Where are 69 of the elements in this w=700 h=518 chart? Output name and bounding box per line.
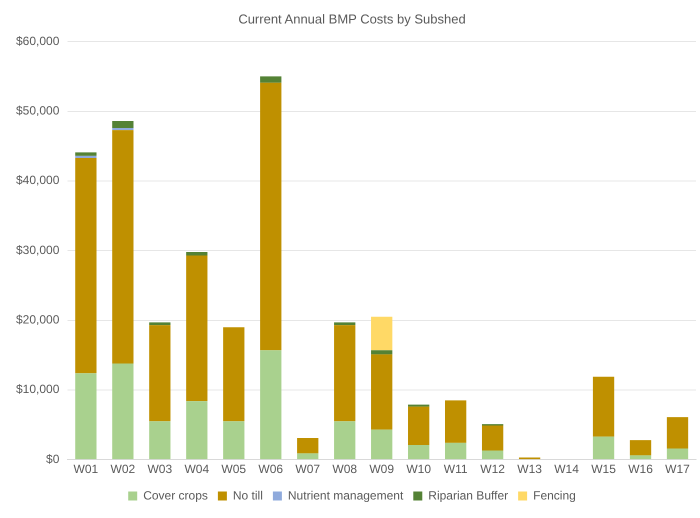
- bar: [334, 421, 356, 460]
- x-tick-label: W05: [221, 462, 246, 476]
- y-tick-label: $10,000: [16, 382, 60, 396]
- chart-title: Current Annual BMP Costs by Subshed: [238, 11, 466, 26]
- bar: [186, 255, 208, 402]
- x-tick-label: W07: [295, 462, 320, 476]
- bar: [371, 316, 392, 350]
- bar: [112, 121, 134, 128]
- bar: [630, 440, 652, 456]
- bar: [444, 400, 466, 443]
- y-tick-label: $60,000: [16, 34, 60, 48]
- x-tick-label: W17: [665, 462, 690, 476]
- bar: [297, 453, 318, 460]
- bar: [112, 363, 134, 460]
- y-tick-label: $50,000: [16, 104, 60, 118]
- bar: [408, 406, 430, 445]
- bar: [334, 322, 356, 326]
- x-tick-label: W16: [628, 462, 654, 476]
- legend-label: Fencing: [533, 488, 576, 502]
- bar: [260, 76, 282, 83]
- bar: [75, 152, 97, 156]
- x-tick-label: W06: [258, 462, 284, 476]
- bar: [666, 448, 688, 460]
- bar: [223, 327, 244, 422]
- x-tick-label: W15: [591, 462, 616, 476]
- bar: [223, 421, 244, 460]
- bar: [408, 444, 430, 460]
- bar: [149, 421, 170, 460]
- legend-label: Cover crops: [143, 488, 208, 502]
- bar: [260, 350, 282, 460]
- bar: [75, 158, 97, 374]
- y-tick-label: $40,000: [16, 173, 60, 188]
- legend-label: No till: [232, 488, 263, 502]
- y-tick-label: $30,000: [16, 242, 60, 257]
- x-tick-label: W08: [332, 462, 358, 476]
- bar: [112, 128, 134, 130]
- bar: [630, 455, 652, 460]
- legend-label: Riparian Buffer: [428, 488, 508, 502]
- bar: [444, 442, 466, 460]
- bar: [371, 430, 392, 460]
- bar: [186, 401, 208, 460]
- bar: [666, 417, 688, 448]
- x-tick-label: W09: [369, 462, 394, 476]
- x-tick-label: W11: [444, 462, 468, 476]
- x-tick-label: W14: [554, 462, 580, 476]
- y-tick-label: $20,000: [16, 312, 60, 327]
- bar: [75, 373, 97, 460]
- bar: [149, 322, 170, 326]
- bar: [260, 82, 282, 350]
- bar: [371, 350, 392, 354]
- bar: [297, 438, 318, 454]
- bar: [334, 325, 356, 422]
- bar: [149, 325, 170, 422]
- bar: [371, 354, 392, 430]
- bar: [186, 252, 208, 256]
- bar: [482, 425, 504, 451]
- bar: [592, 436, 614, 460]
- x-tick-label: W04: [184, 462, 210, 476]
- legend-label: Nutrient management: [288, 488, 404, 502]
- x-tick-label: W02: [110, 462, 136, 476]
- x-tick-label: W03: [147, 462, 172, 476]
- x-tick-label: W10: [406, 462, 432, 476]
- x-tick-label: W01: [74, 462, 99, 476]
- y-tick-label: $0: [46, 452, 60, 466]
- x-tick-label: W12: [480, 462, 506, 476]
- bar: [112, 130, 134, 364]
- bar: [592, 376, 614, 437]
- bar: [482, 450, 504, 460]
- x-tick-label: W13: [517, 462, 542, 476]
